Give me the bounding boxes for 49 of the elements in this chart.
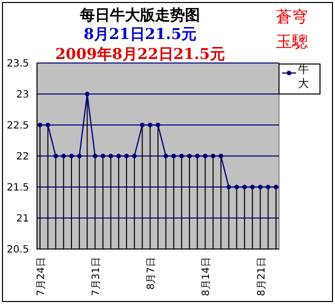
point bbox=[100, 154, 106, 158]
y-tick-label: 20.5 bbox=[6, 244, 29, 256]
text: 蒼穹 bbox=[276, 7, 308, 26]
point bbox=[258, 184, 263, 190]
point bbox=[187, 154, 192, 158]
point bbox=[132, 154, 137, 158]
point bbox=[210, 154, 216, 158]
point bbox=[53, 154, 58, 158]
y-tick-label: 21.5 bbox=[6, 182, 29, 194]
point bbox=[77, 154, 82, 158]
legend-label: 牛大 bbox=[298, 63, 309, 90]
point bbox=[92, 154, 98, 158]
point bbox=[140, 122, 145, 128]
point bbox=[116, 154, 121, 158]
point bbox=[164, 154, 168, 158]
annotation: 2009年8月22日21.5元 bbox=[55, 45, 225, 63]
x-tick-label: 7月24日 bbox=[36, 257, 47, 296]
point bbox=[266, 184, 270, 190]
y-tick-label: 22.5 bbox=[6, 120, 29, 132]
y-tick-label: 22 bbox=[16, 152, 29, 162]
point bbox=[274, 184, 278, 190]
point bbox=[195, 154, 200, 158]
point bbox=[38, 122, 42, 128]
point bbox=[124, 154, 129, 158]
point bbox=[61, 154, 66, 158]
point bbox=[234, 184, 239, 190]
x-tick-label: 7月31日 bbox=[91, 257, 102, 296]
point bbox=[156, 122, 160, 128]
point bbox=[171, 154, 176, 158]
y-tick-label: 23.5 bbox=[6, 58, 29, 70]
x-tick-label: 8月7日 bbox=[146, 257, 158, 290]
point bbox=[108, 154, 114, 158]
point bbox=[226, 184, 232, 190]
point bbox=[69, 154, 74, 158]
chart-subtitle: 8月21日21.5元 bbox=[84, 25, 196, 43]
chart-title: 每日牛大版走势图 bbox=[79, 6, 200, 24]
point bbox=[148, 122, 152, 128]
point bbox=[84, 92, 90, 96]
point bbox=[242, 184, 247, 190]
y-tick-label: 21 bbox=[16, 214, 29, 224]
x-tick-label: 8月21日 bbox=[256, 257, 268, 296]
point bbox=[46, 122, 50, 128]
text: 玉驄 bbox=[276, 32, 308, 51]
y-tick-label: 23 bbox=[16, 90, 29, 100]
point bbox=[250, 184, 255, 190]
point bbox=[179, 154, 184, 158]
x-tick-label: 8月14日 bbox=[201, 257, 212, 296]
point bbox=[218, 154, 224, 158]
point bbox=[202, 154, 208, 158]
